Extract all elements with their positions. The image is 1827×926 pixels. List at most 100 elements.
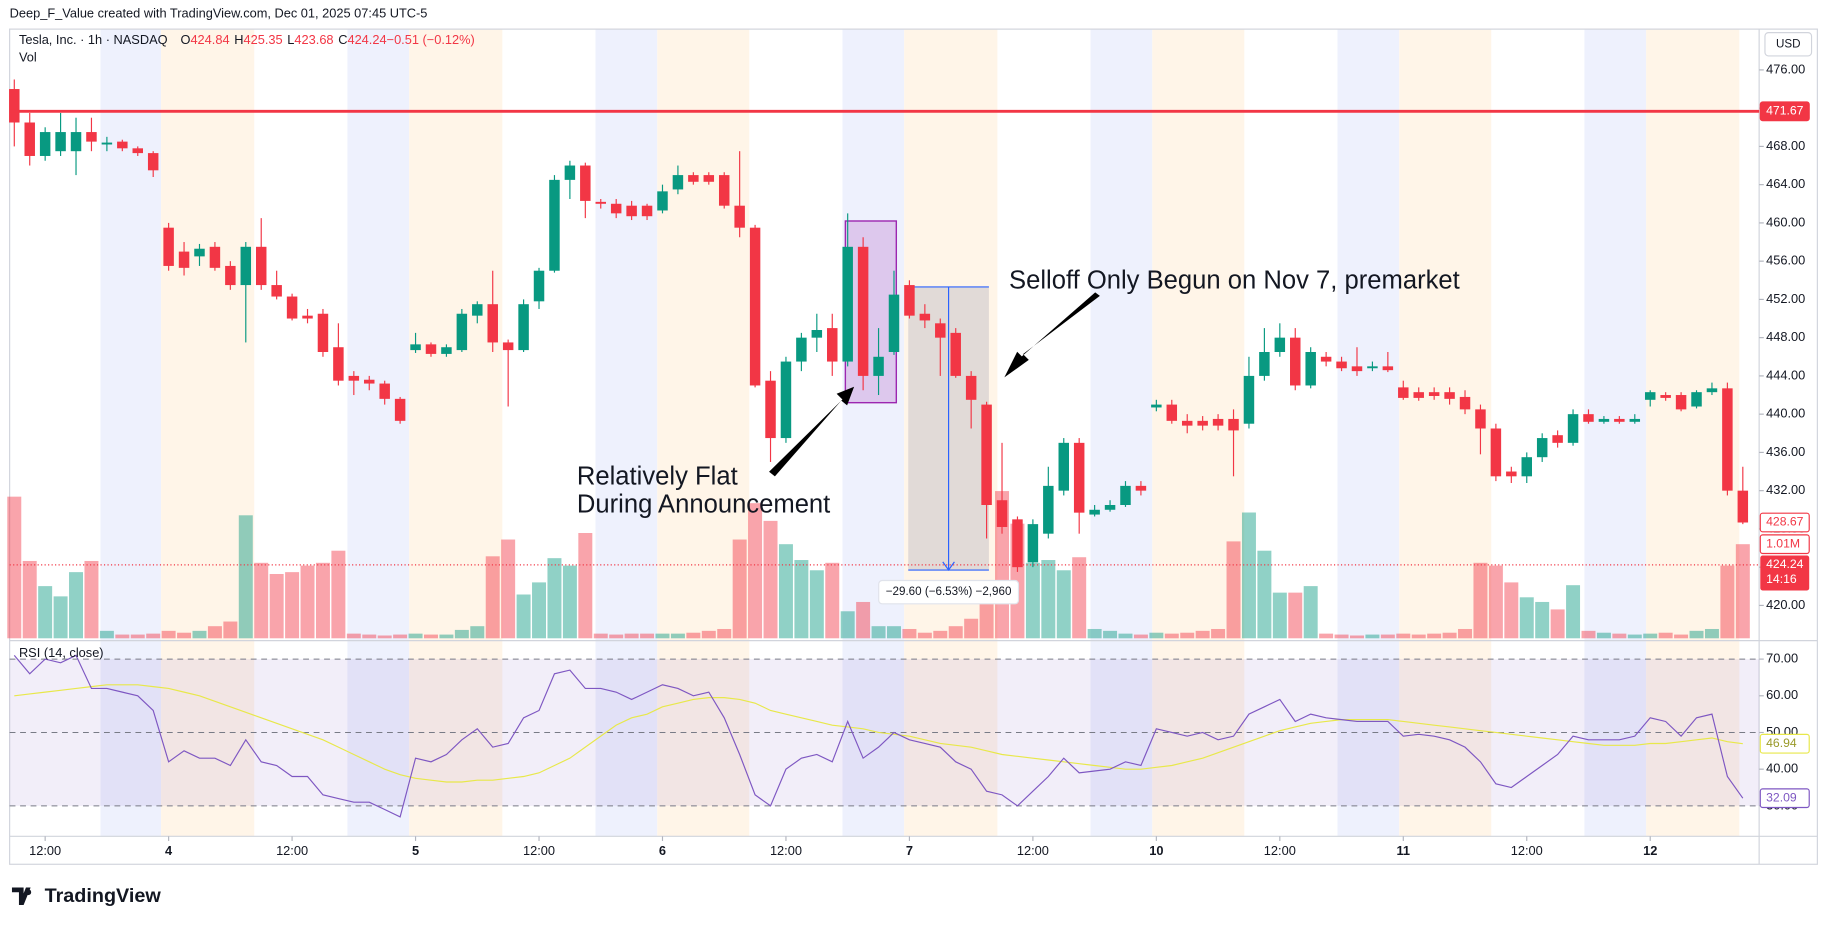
candle-body <box>255 246 267 286</box>
highlight-box <box>844 220 898 404</box>
countdown-label: 14:16 <box>1766 572 1797 586</box>
measure-label: −29.60 (−6.53%) −2,960 <box>886 585 1012 598</box>
volume-bar <box>933 630 948 639</box>
volume-bar <box>1257 550 1272 639</box>
volume-bar <box>1689 630 1704 639</box>
candle-body <box>564 165 576 180</box>
candle-body <box>703 175 715 182</box>
annotation: During Announcement <box>577 490 830 518</box>
candle-body <box>626 205 637 217</box>
volume-bar <box>1087 628 1102 639</box>
volume-bar <box>1396 633 1411 639</box>
volume-bar <box>1550 609 1565 639</box>
candle-body <box>1166 404 1178 421</box>
volume-bar <box>254 562 269 639</box>
volume-bar <box>1519 597 1534 639</box>
candle-body <box>286 296 298 319</box>
volume-bar <box>1226 541 1241 639</box>
y-tick-label: 432.00 <box>1766 482 1805 497</box>
x-tick-label: 6 <box>659 843 666 858</box>
candle-body <box>333 347 344 381</box>
candle-body <box>101 142 113 145</box>
volume-bar <box>1720 565 1735 639</box>
volume-bar <box>1164 633 1179 639</box>
rsi-tick-label: 70.00 <box>1766 650 1798 665</box>
candle-body <box>1521 457 1532 477</box>
legend-value: 424.24 <box>347 32 386 47</box>
volume-bar <box>377 635 392 639</box>
volume-bar <box>1566 585 1581 639</box>
candle-body <box>1598 418 1610 422</box>
volume-bar <box>547 558 562 639</box>
candle-body <box>117 141 128 149</box>
y-tick-label: 444.00 <box>1766 367 1805 382</box>
hline-label: 471.67 <box>1766 104 1804 118</box>
volume-bar <box>192 630 207 639</box>
volume-bar <box>1241 512 1256 639</box>
volume-bar <box>1458 628 1473 639</box>
candle-body <box>1151 404 1162 408</box>
header: Deep_F_Value created with TradingView.co… <box>10 5 428 20</box>
x-tick-label: 11 <box>1397 843 1411 858</box>
volume-bar <box>686 632 701 639</box>
currency[interactable]: USD <box>1776 37 1801 50</box>
volume-bar <box>1627 634 1642 639</box>
candle-body <box>9 89 20 123</box>
volume-bar <box>1535 601 1550 639</box>
candle-body <box>178 251 190 268</box>
candle-body <box>996 500 1008 527</box>
annotation: Selloff Only Begun on Nov 7, premarket <box>1009 267 1460 295</box>
volume-bar <box>269 574 284 639</box>
candle-body <box>1722 388 1733 491</box>
session-shading <box>100 29 1740 837</box>
volume-bar <box>454 629 469 639</box>
candle-body <box>1274 337 1286 352</box>
measure-arrowhead <box>942 561 955 572</box>
volume-bar <box>809 570 824 639</box>
currency-button[interactable] <box>1764 32 1813 57</box>
legend: Tesla, Inc. · 1h · NASDAQ O424.84 H425.35… <box>19 32 475 47</box>
volume-bar <box>794 560 809 639</box>
volume-bar <box>1380 634 1395 639</box>
volume-bar <box>7 496 22 639</box>
candle-body <box>1490 428 1502 477</box>
candle-body <box>1259 351 1270 376</box>
volume-bar <box>840 611 855 639</box>
candle-body <box>1181 420 1193 426</box>
volume-bar <box>717 628 732 639</box>
logo-text: TradingView <box>45 885 162 907</box>
x-tick-label: 7 <box>906 843 913 858</box>
candle-body <box>873 356 884 376</box>
volume-bar <box>763 520 778 639</box>
candle-body <box>225 265 236 286</box>
rsi-ma-label-box <box>1759 733 1810 754</box>
candle-body <box>132 148 143 154</box>
y-tick-label: 452.00 <box>1766 291 1805 306</box>
volume-bar <box>778 544 793 639</box>
x-tick-label: 12:00 <box>770 843 802 858</box>
volume-bar <box>532 582 547 639</box>
y-tick-label: 448.00 <box>1766 329 1805 344</box>
y-tick-label: 468.00 <box>1766 138 1805 153</box>
volume-bar <box>856 601 871 639</box>
volume-bar <box>1488 565 1503 639</box>
candle-body <box>610 203 622 214</box>
y-tick-label: 460.00 <box>1766 214 1805 229</box>
volume-bar <box>99 630 114 639</box>
candle-body <box>533 270 545 302</box>
candle-body <box>1197 420 1208 426</box>
volume-bar <box>238 515 253 639</box>
candle-body <box>1475 409 1486 429</box>
candle-body <box>55 132 66 152</box>
last-price-label: 424.24 <box>1766 557 1804 571</box>
annotation: Relatively Flat <box>577 462 738 490</box>
y-tick-label: 420.00 <box>1766 597 1805 612</box>
candle-body <box>1413 392 1424 398</box>
rsi-title: RSI (14, close) <box>19 645 104 660</box>
volume-bar <box>1704 628 1719 639</box>
candle-body <box>1012 519 1023 568</box>
volume-bar <box>562 565 577 639</box>
x-tick-label: 12:00 <box>1511 843 1543 858</box>
candle-body <box>348 375 360 381</box>
candle-body <box>1506 471 1517 477</box>
